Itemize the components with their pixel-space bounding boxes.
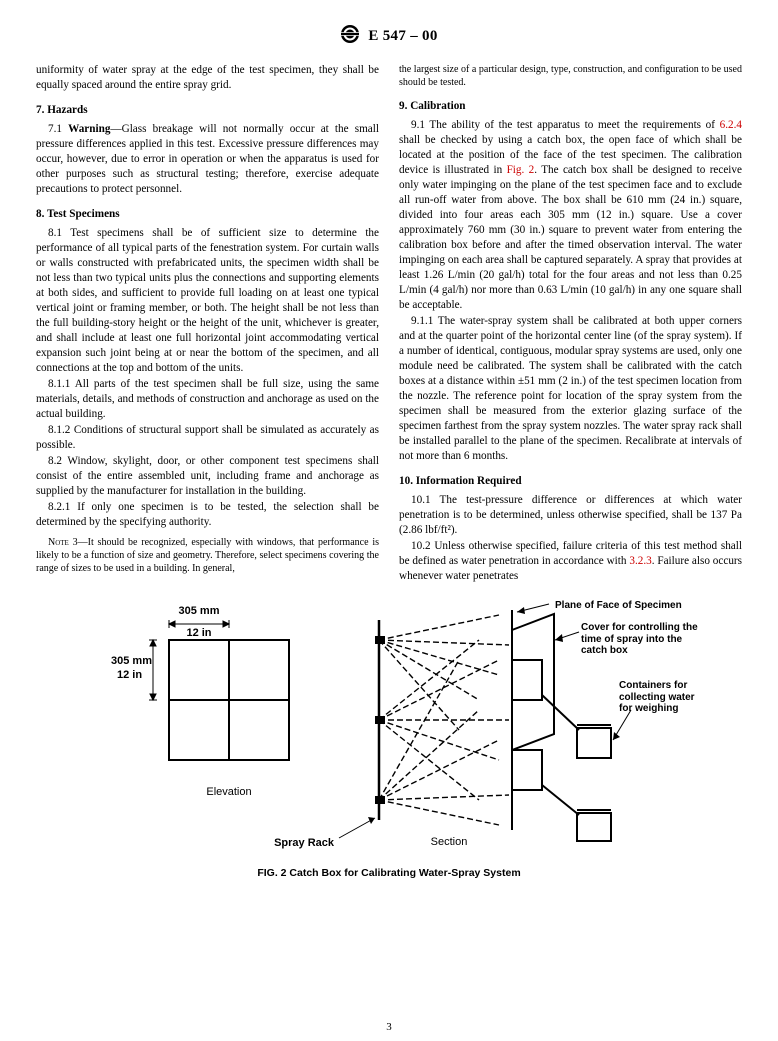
figure-2-caption: FIG. 2 Catch Box for Calibrating Water-S… — [36, 867, 742, 879]
para-7-1: 7.1 Warning—Glass breakage will not norm… — [36, 122, 379, 197]
para-10-2: 10.2 Unless otherwise specified, failure… — [399, 539, 742, 584]
para-8-1-2: 8.1.2 Conditions of structural support s… — [36, 423, 379, 453]
note-3-cont: the largest size of a particular design,… — [399, 63, 742, 89]
ref-3-2-3: 3.2.3 — [629, 555, 651, 567]
para-8-2: 8.2 Window, skylight, door, or other com… — [36, 454, 379, 499]
body-columns: uniformity of water spray at the edge of… — [36, 63, 742, 584]
section-label: Section — [431, 836, 468, 848]
section-8-heading: 8. Test Specimens — [36, 207, 379, 222]
designation: E 547 – 00 — [368, 28, 437, 44]
plane-label: Plane of Face of Specimen — [555, 600, 682, 611]
figure-2: 305 mm 12 in 305 mm 12 in Elevation — [36, 600, 742, 879]
ref-fig-2: Fig. 2 — [507, 164, 535, 176]
lead-in: uniformity of water spray at the edge of… — [36, 63, 379, 93]
dim-top-in: 12 in — [186, 627, 211, 639]
p71-prefix: 7.1 — [48, 123, 68, 135]
p91-c: . The catch box shall be designed to rec… — [399, 164, 742, 311]
note3-label: Note 3 — [48, 537, 78, 548]
para-8-1: 8.1 Test specimens shall be of sufficien… — [36, 226, 379, 376]
p91-a: 9.1 The ability of the test apparatus to… — [411, 119, 720, 131]
para-10-1: 10.1 The test-pressure difference or dif… — [399, 493, 742, 538]
dim-left-mm: 305 mm — [111, 655, 152, 667]
section-7-heading: 7. Hazards — [36, 103, 379, 118]
elevation-label: Elevation — [206, 786, 251, 798]
dim-left-in: 12 in — [117, 669, 142, 681]
figure-2-svg: 305 mm 12 in 305 mm 12 in Elevation — [79, 600, 699, 860]
note3-body: —It should be recognized, especially wit… — [36, 537, 379, 574]
section-10-heading: 10. Information Required — [399, 474, 742, 489]
warning-label: Warning — [68, 123, 110, 135]
note-3: Note 3—It should be recognized, especial… — [36, 536, 379, 575]
cover-label: Cover for controlling the time of spray … — [581, 622, 699, 657]
section-9-heading: 9. Calibration — [399, 99, 742, 114]
astm-logo-icon — [340, 24, 360, 49]
ref-6-2-4: 6.2.4 — [720, 119, 742, 131]
containers-label: Containers for collecting water for weig… — [619, 680, 699, 715]
page-header: E 547 – 00 — [36, 24, 742, 49]
para-9-1-1: 9.1.1 The water-spray system shall be ca… — [399, 314, 742, 464]
dim-top-mm: 305 mm — [179, 605, 220, 617]
para-8-1-1: 8.1.1 All parts of the test specimen sha… — [36, 377, 379, 422]
spray-rack-label: Spray Rack — [274, 837, 335, 849]
para-9-1: 9.1 The ability of the test apparatus to… — [399, 118, 742, 313]
page-number: 3 — [0, 1021, 778, 1033]
para-8-2-1: 8.2.1 If only one specimen is to be test… — [36, 500, 379, 530]
page: E 547 – 00 uniformity of water spray at … — [0, 0, 778, 1041]
